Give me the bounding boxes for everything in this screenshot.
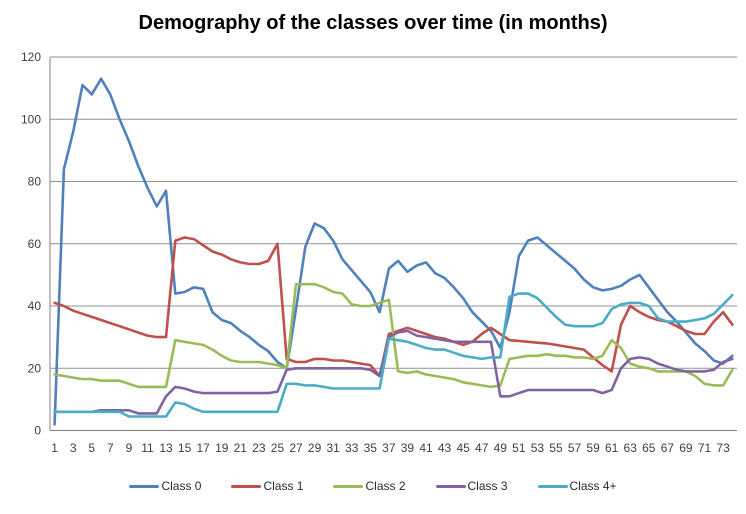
x-tick-label: 53	[531, 441, 545, 455]
x-tick-label: 31	[326, 441, 340, 455]
x-tick-label: 55	[549, 441, 563, 455]
legend-item-class-0: Class 0	[129, 479, 201, 493]
x-tick-label: 43	[438, 441, 452, 455]
legend-label: Class 1	[263, 479, 304, 493]
series-line-class-1	[53, 236, 734, 378]
legend-label: Class 4+	[569, 479, 617, 493]
x-tick-label: 65	[642, 441, 656, 455]
legend-item-class-3: Class 3	[435, 479, 508, 493]
x-tick-label: 35	[364, 441, 378, 455]
x-tick-label: 61	[605, 441, 619, 455]
x-tick-label: 33	[345, 441, 359, 455]
y-tick-label: 100	[21, 112, 41, 126]
x-tick-label: 3	[70, 441, 77, 455]
x-tick-label: 9	[126, 441, 133, 455]
legend-item-class-1: Class 1	[231, 479, 303, 493]
legend-swatch	[129, 484, 160, 488]
legend-label: Class 0	[161, 479, 202, 493]
x-tick-label: 59	[586, 441, 600, 455]
x-tick-label: 71	[698, 441, 712, 455]
x-tick-label: 41	[419, 441, 433, 455]
y-tick-label: 120	[21, 50, 41, 64]
legend-swatch	[537, 484, 568, 488]
x-tick-label: 37	[382, 441, 396, 455]
x-tick-label: 47	[475, 441, 489, 455]
legend-label: Class 3	[467, 479, 508, 493]
series-line-class-4-	[53, 292, 734, 418]
legend-swatch	[333, 484, 364, 488]
legend-swatch	[435, 484, 466, 488]
x-tick-label: 17	[197, 441, 211, 455]
x-tick-label: 63	[624, 441, 638, 455]
x-tick-label: 57	[568, 441, 582, 455]
x-tick-label: 19	[215, 441, 229, 455]
y-tick-label: 80	[28, 175, 42, 189]
x-tick-label: 49	[494, 441, 508, 455]
series-line-class-3	[53, 329, 734, 415]
x-tick-label: 15	[178, 441, 192, 455]
x-tick-label: 7	[107, 441, 114, 455]
x-tick-label: 1	[51, 441, 58, 455]
series-line-class-0	[53, 77, 734, 426]
x-tick-label: 11	[141, 441, 154, 455]
x-tick-label: 29	[308, 441, 322, 455]
legend-label: Class 2	[365, 479, 406, 493]
x-tick-label: 21	[234, 441, 248, 455]
x-tick-label: 25	[271, 441, 285, 455]
x-tick-label: 39	[401, 441, 415, 455]
x-tick-label: 27	[289, 441, 303, 455]
x-tick-label: 51	[512, 441, 526, 455]
y-tick-label: 60	[28, 237, 42, 251]
legend-item-class-4-: Class 4+	[537, 479, 617, 493]
legend: Class 0 Class 1 Class 2 Class 3 Class 4+	[0, 479, 746, 493]
y-tick-label: 40	[28, 299, 42, 313]
x-tick-label: 13	[159, 441, 173, 455]
legend-swatch	[231, 484, 262, 488]
chart-title: Demography of the classes over time (in …	[138, 12, 608, 34]
x-tick-label: 73	[716, 441, 730, 455]
x-tick-label: 23	[252, 441, 266, 455]
x-tick-label: 5	[88, 441, 95, 455]
legend-item-class-2: Class 2	[333, 479, 406, 493]
x-tick-label: 67	[661, 441, 675, 455]
x-tick-label: 45	[456, 441, 470, 455]
x-tick-label: 69	[679, 441, 693, 455]
y-tick-label: 20	[28, 361, 42, 375]
y-tick-label: 0	[34, 424, 41, 438]
